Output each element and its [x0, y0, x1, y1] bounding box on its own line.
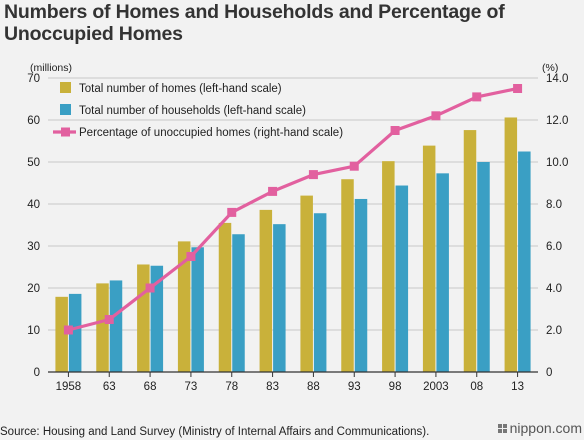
point-percentage [63, 325, 73, 335]
point-percentage [186, 252, 196, 261]
x-tick-label: 2003 [423, 381, 449, 393]
x-tick-label: 93 [348, 381, 361, 393]
left-tick-label: 20 [27, 283, 40, 295]
bar-households [273, 224, 286, 372]
bar-homes [382, 161, 395, 372]
bar-homes [177, 241, 191, 372]
chart-title-line-1: Numbers of Homes and Households and Perc… [4, 1, 505, 23]
right-tick-label: 0 [546, 367, 552, 379]
right-tick-label: 10.0 [546, 157, 568, 169]
left-tick-label: 40 [27, 199, 40, 211]
right-tick-label: 8.0 [546, 199, 562, 211]
legend-label-households: Total number of households (left-hand sc… [79, 105, 306, 117]
right-tick-label: 14.0 [546, 73, 568, 85]
logo-text: nippon.com [509, 420, 582, 436]
bar-households [395, 185, 409, 372]
left-tick-label: 10 [27, 325, 40, 337]
x-tick-label: 88 [307, 381, 320, 393]
bar-homes [218, 222, 232, 372]
bar-homes [96, 283, 109, 372]
right-tick-label: 2.0 [546, 325, 562, 337]
bar-homes [300, 195, 313, 372]
legend-swatch-homes [60, 82, 71, 93]
bar-homes [422, 145, 436, 372]
x-tick-label: 08 [470, 381, 483, 393]
bar-homes [463, 130, 477, 372]
point-percentage [472, 92, 482, 102]
right-tick-label: 4.0 [546, 283, 562, 295]
point-percentage [513, 84, 523, 93]
point-percentage [268, 186, 278, 196]
bar-households [436, 173, 449, 372]
left-tick-label: 50 [27, 157, 40, 169]
bar-households [518, 151, 531, 372]
left-axis-label: (millions) [30, 62, 72, 74]
point-percentage [145, 283, 155, 293]
bar-households [354, 198, 368, 372]
bar-homes [504, 117, 518, 372]
left-tick-label: 0 [34, 367, 40, 379]
point-percentage [349, 161, 359, 171]
x-tick-label: 13 [511, 381, 524, 393]
bar-households [191, 247, 204, 372]
line-percentage [68, 86, 518, 332]
bar-households [68, 293, 82, 372]
chart-title-line-2: Unoccupied Homes [4, 23, 183, 45]
source-note: Source: Housing and Land Survey (Ministr… [0, 426, 430, 438]
publisher-logo: nippon.com [497, 420, 582, 436]
x-tick-label: 68 [144, 381, 157, 393]
bar-homes [137, 264, 150, 372]
point-percentage [431, 111, 441, 121]
x-tick-label: 83 [266, 381, 279, 393]
point-percentage [308, 170, 318, 180]
legend-label-homes: Total number of homes (left-hand scale) [79, 83, 282, 95]
bar-homes [55, 296, 68, 372]
x-tick-label: 98 [389, 381, 402, 393]
point-percentage [390, 126, 400, 135]
right-axis-label: (%) [542, 62, 558, 74]
bar-households [313, 213, 327, 372]
right-tick-label: 6.0 [546, 241, 562, 253]
x-tick-label: 78 [225, 381, 238, 393]
left-tick-label: 30 [27, 241, 40, 253]
x-tick-label: 1958 [56, 381, 82, 393]
x-tick-label: 63 [103, 381, 116, 393]
bar-homes [341, 179, 354, 372]
legend-label-percentage: Percentage of unoccupied homes (right-ha… [79, 127, 343, 139]
legend-marker-percentage [61, 127, 70, 137]
bar-homes [259, 209, 273, 372]
bar-households [477, 162, 490, 372]
left-tick-label: 70 [27, 73, 40, 85]
bar-households [232, 234, 245, 372]
left-tick-label: 60 [27, 115, 40, 127]
chart-title: Numbers of Homes and Households and Perc… [4, 1, 580, 45]
legend-swatch-households [60, 104, 71, 115]
nippon-logo-icon [497, 423, 507, 433]
point-percentage [104, 315, 114, 324]
right-tick-label: 12.0 [546, 115, 568, 127]
bar-households [109, 280, 123, 372]
x-tick-label: 73 [185, 381, 198, 393]
point-percentage [227, 207, 237, 217]
